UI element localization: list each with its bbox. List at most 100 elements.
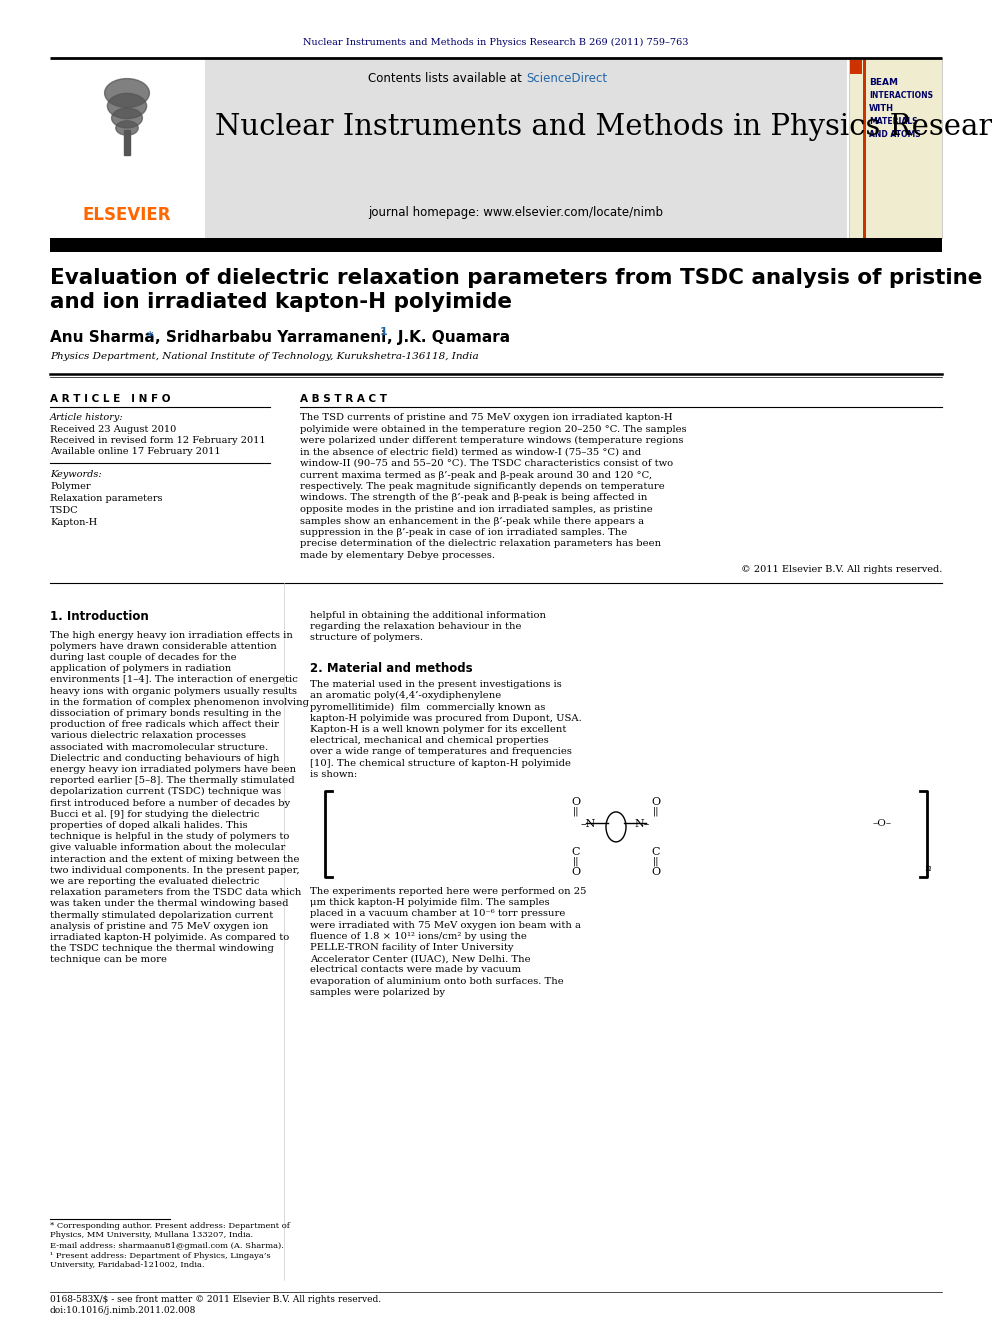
Text: O: O — [571, 867, 580, 877]
Text: we are reporting the evaluated dielectric: we are reporting the evaluated dielectri… — [50, 877, 260, 886]
Text: during last couple of decades for the: during last couple of decades for the — [50, 652, 237, 662]
Text: opposite modes in the pristine and ion irradiated samples, as pristine: opposite modes in the pristine and ion i… — [300, 505, 653, 515]
Text: were irradiated with 75 MeV oxygen ion beam with a: were irradiated with 75 MeV oxygen ion b… — [310, 921, 581, 930]
Text: Evaluation of dielectric relaxation parameters from TSDC analysis of pristine: Evaluation of dielectric relaxation para… — [50, 269, 982, 288]
Text: AND ATOMS: AND ATOMS — [869, 130, 921, 139]
Text: polyimide were obtained in the temperature region 20–250 °C. The samples: polyimide were obtained in the temperatu… — [300, 425, 686, 434]
Text: Received in revised form 12 February 2011: Received in revised form 12 February 201… — [50, 437, 266, 445]
Text: Contents lists available at: Contents lists available at — [368, 71, 526, 85]
Text: ||: || — [653, 807, 660, 816]
Text: * Corresponding author. Present address: Department of: * Corresponding author. Present address:… — [50, 1222, 290, 1230]
Text: ||: || — [572, 857, 579, 867]
Text: E-mail address: sharmaanu81@gmail.com (A. Sharma).: E-mail address: sharmaanu81@gmail.com (A… — [50, 1242, 284, 1250]
Ellipse shape — [116, 120, 138, 135]
Text: pyromellitimide)  film  commercially known as: pyromellitimide) film commercially known… — [310, 703, 546, 712]
Text: 1. Introduction: 1. Introduction — [50, 610, 149, 623]
Text: A B S T R A C T: A B S T R A C T — [300, 394, 387, 404]
Text: The high energy heavy ion irradiation effects in: The high energy heavy ion irradiation ef… — [50, 631, 293, 639]
Text: O: O — [652, 796, 661, 807]
Text: thermally stimulated depolarization current: thermally stimulated depolarization curr… — [50, 910, 273, 919]
Text: The TSD currents of pristine and 75 MeV oxygen ion irradiated kapton-H: The TSD currents of pristine and 75 MeV … — [300, 413, 673, 422]
Text: application of polymers in radiation: application of polymers in radiation — [50, 664, 231, 673]
Text: C: C — [571, 847, 580, 857]
Text: technique can be more: technique can be more — [50, 955, 167, 964]
Ellipse shape — [111, 108, 143, 128]
Text: Available online 17 February 2011: Available online 17 February 2011 — [50, 447, 220, 456]
Text: respectively. The peak magnitude significantly depends on temperature: respectively. The peak magnitude signifi… — [300, 482, 665, 491]
Text: samples show an enhancement in the β’-peak while there appears a: samples show an enhancement in the β’-pe… — [300, 516, 644, 525]
Text: The experiments reported here were performed on 25: The experiments reported here were perfo… — [310, 886, 586, 896]
Text: was taken under the thermal windowing based: was taken under the thermal windowing ba… — [50, 900, 289, 909]
Text: Bucci et al. [9] for studying the dielectric: Bucci et al. [9] for studying the dielec… — [50, 810, 260, 819]
Text: Received 23 August 2010: Received 23 August 2010 — [50, 425, 177, 434]
Bar — [50, 238, 942, 251]
Text: irradiated kapton-H polyimide. As compared to: irradiated kapton-H polyimide. As compar… — [50, 933, 290, 942]
Text: –O–: –O– — [872, 819, 892, 828]
Text: kapton-H polyimide was procured from Dupont, USA.: kapton-H polyimide was procured from Dup… — [310, 713, 581, 722]
Text: Dielectric and conducting behaviours of high: Dielectric and conducting behaviours of … — [50, 754, 280, 762]
Text: precise determination of the dielectric relaxation parameters has been: precise determination of the dielectric … — [300, 540, 661, 549]
Text: environments [1–4]. The interaction of energetic: environments [1–4]. The interaction of e… — [50, 675, 298, 684]
Text: structure of polymers.: structure of polymers. — [310, 632, 423, 642]
Text: suppression in the β’-peak in case of ion irradiated samples. The: suppression in the β’-peak in case of io… — [300, 528, 627, 537]
Ellipse shape — [104, 78, 150, 107]
Text: ||: || — [572, 807, 579, 816]
Text: window-II (90–75 and 55–20 °C). The TSDC characteristics consist of two: window-II (90–75 and 55–20 °C). The TSDC… — [300, 459, 674, 468]
Text: in the formation of complex phenomenon involving: in the formation of complex phenomenon i… — [50, 697, 309, 706]
Text: reported earlier [5–8]. The thermally stimulated: reported earlier [5–8]. The thermally st… — [50, 777, 295, 785]
Text: placed in a vacuum chamber at 10⁻⁶ torr pressure: placed in a vacuum chamber at 10⁻⁶ torr … — [310, 909, 565, 918]
Bar — [124, 130, 130, 155]
Text: were polarized under different temperature windows (temperature regions: were polarized under different temperatu… — [300, 437, 683, 445]
Text: associated with macromolecular structure.: associated with macromolecular structure… — [50, 742, 268, 751]
Text: technique is helpful in the study of polymers to: technique is helpful in the study of pol… — [50, 832, 290, 841]
Text: and ion irradiated kapton-H polyimide: and ion irradiated kapton-H polyimide — [50, 292, 512, 312]
Text: heavy ions with organic polymers usually results: heavy ions with organic polymers usually… — [50, 687, 297, 696]
Text: various dielectric relaxation processes: various dielectric relaxation processes — [50, 732, 246, 741]
Text: in the absence of electric field) termed as window-I (75–35 °C) and: in the absence of electric field) termed… — [300, 447, 641, 456]
Text: PELLE-TRON facility of Inter University: PELLE-TRON facility of Inter University — [310, 943, 514, 953]
Text: Polymer: Polymer — [50, 482, 90, 491]
Text: *: * — [147, 329, 154, 343]
Text: current maxima termed as β’-peak and β-peak around 30 and 120 °C,: current maxima termed as β’-peak and β-p… — [300, 471, 652, 479]
Text: n: n — [924, 864, 930, 873]
Text: helpful in obtaining the additional information: helpful in obtaining the additional info… — [310, 610, 546, 619]
Text: BEAM: BEAM — [869, 78, 898, 87]
Text: University, Faridabad-121002, India.: University, Faridabad-121002, India. — [50, 1261, 204, 1269]
Text: Physics, MM University, Mullana 133207, India.: Physics, MM University, Mullana 133207, … — [50, 1230, 253, 1240]
Text: , J.K. Quamara: , J.K. Quamara — [387, 329, 510, 345]
Bar — [205, 58, 847, 238]
Text: ELSEVIER: ELSEVIER — [82, 206, 172, 224]
Text: is shown:: is shown: — [310, 770, 357, 779]
Text: C: C — [652, 847, 661, 857]
Text: –N: –N — [581, 819, 596, 830]
Text: INTERACTIONS: INTERACTIONS — [869, 91, 933, 101]
Text: fluence of 1.8 × 10¹² ions/cm² by using the: fluence of 1.8 × 10¹² ions/cm² by using … — [310, 931, 527, 941]
Text: ¹ Present address: Department of Physics, Lingaya’s: ¹ Present address: Department of Physics… — [50, 1252, 271, 1259]
Text: samples were polarized by: samples were polarized by — [310, 988, 445, 996]
Ellipse shape — [107, 94, 147, 119]
Text: 1: 1 — [380, 327, 388, 337]
Text: depolarization current (TSDC) technique was: depolarization current (TSDC) technique … — [50, 787, 282, 796]
Text: 2. Material and methods: 2. Material and methods — [310, 662, 472, 675]
Text: Physics Department, National Institute of Technology, Kurukshetra-136118, India: Physics Department, National Institute o… — [50, 352, 478, 361]
Bar — [849, 58, 942, 238]
Text: 0168-583X/$ - see front matter © 2011 Elsevier B.V. All rights reserved.: 0168-583X/$ - see front matter © 2011 El… — [50, 1295, 381, 1304]
Text: energy heavy ion irradiated polymers have been: energy heavy ion irradiated polymers hav… — [50, 765, 297, 774]
Text: The material used in the present investigations is: The material used in the present investi… — [310, 680, 561, 689]
Text: Article history:: Article history: — [50, 413, 124, 422]
Text: journal homepage: www.elsevier.com/locate/nimb: journal homepage: www.elsevier.com/locat… — [368, 206, 664, 220]
Text: μm thick kapton-H polyimide film. The samples: μm thick kapton-H polyimide film. The sa… — [310, 898, 550, 908]
Text: O: O — [652, 867, 661, 877]
Text: two individual components. In the present paper,: two individual components. In the presen… — [50, 865, 300, 875]
Text: Nuclear Instruments and Methods in Physics Research B 269 (2011) 759–763: Nuclear Instruments and Methods in Physi… — [304, 38, 688, 48]
Text: the TSDC technique the thermal windowing: the TSDC technique the thermal windowing — [50, 945, 274, 953]
Text: Relaxation parameters: Relaxation parameters — [50, 493, 163, 503]
Text: MATERIALS: MATERIALS — [869, 116, 918, 126]
Text: polymers have drawn considerable attention: polymers have drawn considerable attenti… — [50, 642, 277, 651]
Text: Kapton-H: Kapton-H — [50, 519, 97, 527]
Text: , Sridharbabu Yarramaneni: , Sridharbabu Yarramaneni — [155, 329, 386, 345]
Text: Anu Sharma: Anu Sharma — [50, 329, 155, 345]
Text: N–: N– — [634, 819, 650, 830]
Text: doi:10.1016/j.nimb.2011.02.008: doi:10.1016/j.nimb.2011.02.008 — [50, 1306, 196, 1315]
Text: analysis of pristine and 75 MeV oxygen ion: analysis of pristine and 75 MeV oxygen i… — [50, 922, 269, 930]
